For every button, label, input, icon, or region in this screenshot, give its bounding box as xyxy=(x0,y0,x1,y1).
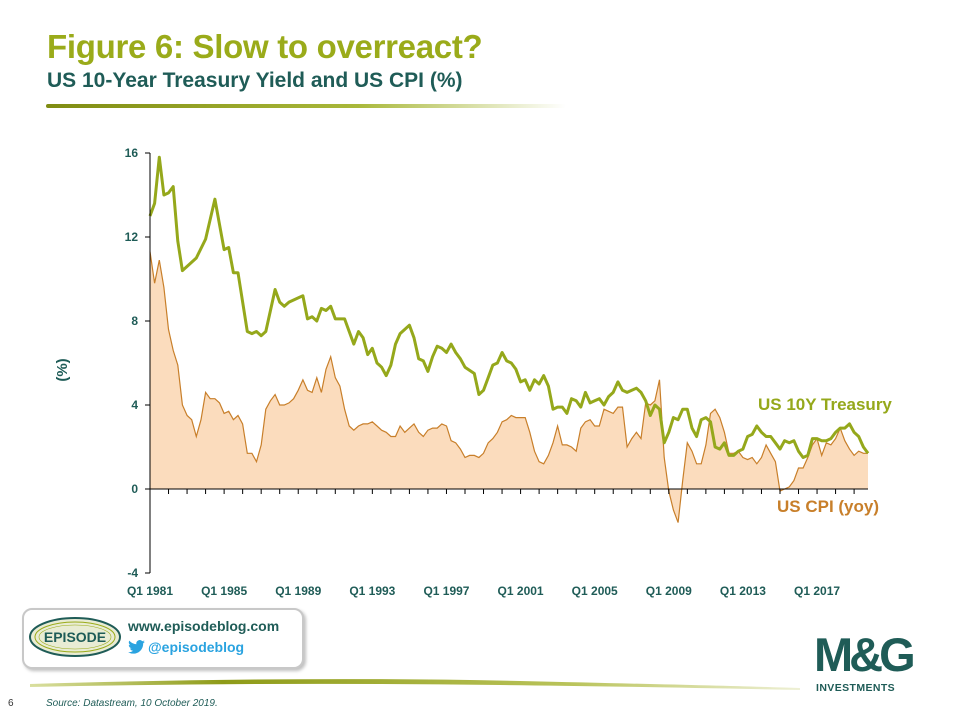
y-tick-label: 0 xyxy=(131,482,138,496)
mg-mark-text: M&G xyxy=(814,628,916,681)
slide-subtitle: US 10-Year Treasury Yield and US CPI (%) xyxy=(47,69,463,92)
source-note: Source: Datastream, 10 October 2019. xyxy=(46,698,218,709)
slide-title: Figure 6: Slow to overreact? xyxy=(47,28,483,65)
twitter-row[interactable]: @episodeblog xyxy=(128,639,244,655)
series-label-cpi: US CPI (yoy) xyxy=(777,497,879,516)
blog-url-link[interactable]: www.episodeblog.com xyxy=(128,618,280,634)
x-tick-label: Q1 1997 xyxy=(423,584,469,598)
x-tick-label: Q1 1981 xyxy=(127,584,173,598)
y-axis-label: (%) xyxy=(54,358,71,381)
x-tick-label: Q1 1985 xyxy=(201,584,247,598)
cpi-series-line xyxy=(149,251,868,523)
y-tick-label: 4 xyxy=(131,398,138,412)
blog-box[interactable]: EPISODE www.episodeblog.com @episodeblog xyxy=(22,608,304,669)
x-tick-label: Q1 2005 xyxy=(572,584,618,598)
page-number: 6 xyxy=(8,698,14,709)
y-tick-label: -4 xyxy=(127,566,138,580)
mg-mark: M&G xyxy=(814,628,916,681)
x-tick-label: Q1 2017 xyxy=(794,584,840,598)
y-tick-label: 8 xyxy=(131,314,138,328)
treasury-series-line xyxy=(148,155,870,459)
x-tick-label: Q1 2009 xyxy=(646,584,692,598)
series-label-treasury: US 10Y Treasury xyxy=(758,395,892,414)
header-rule xyxy=(46,104,566,108)
twitter-handle[interactable]: @episodeblog xyxy=(148,639,245,655)
episode-logo-text: EPISODE xyxy=(44,629,106,645)
episode-logo: EPISODE xyxy=(29,617,121,657)
mg-sub-text: INVESTMENTS xyxy=(816,682,896,694)
footer-swoosh xyxy=(30,679,800,690)
x-tick-label: Q1 1989 xyxy=(275,584,321,598)
y-tick-label: 16 xyxy=(125,146,139,160)
x-tick-label: Q1 2001 xyxy=(498,584,544,598)
treasury-line-layer xyxy=(148,155,870,459)
cpi-area-fill xyxy=(150,251,868,523)
cpi-area-layer xyxy=(149,251,868,523)
x-tick-label: Q1 1993 xyxy=(349,584,395,598)
axes: -4 0 4 8 12 16 Q1 1981 Q1 1985 Q1 1989 Q1 1993 Q1 … xyxy=(125,146,868,598)
mg-investments-logo: M&G INVESTMENTS xyxy=(814,630,930,698)
twitter-icon xyxy=(128,640,145,654)
x-tick-label: Q1 2013 xyxy=(720,584,766,598)
y-tick-label: 12 xyxy=(125,230,139,244)
